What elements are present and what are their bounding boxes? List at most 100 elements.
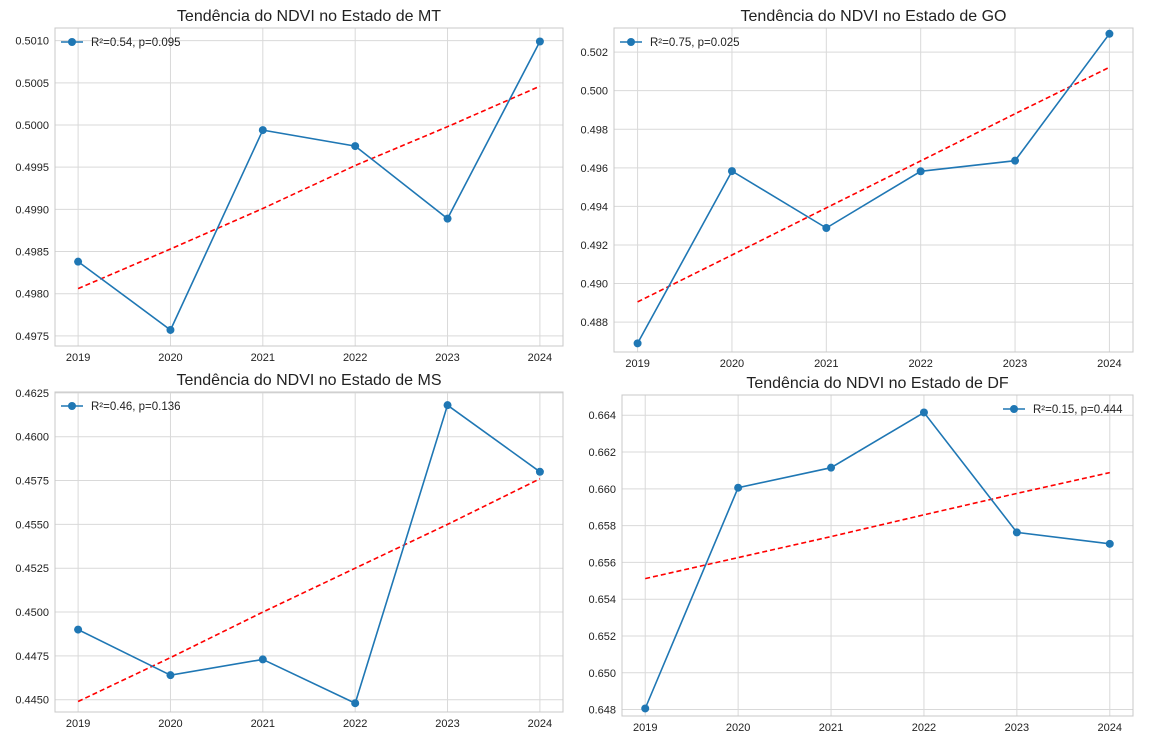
y-tick-label: 0.5005: [15, 78, 49, 90]
x-tick-label: 2023: [435, 718, 459, 730]
ndvi-line: [77, 41, 541, 332]
plot-frame: [621, 394, 1134, 717]
legend-label: R²=0.15, p=0.444: [1033, 404, 1123, 416]
y-tick-label: 0.490: [580, 279, 608, 291]
y-tick-label: 0.4975: [15, 331, 49, 343]
y-tick-label: 0.502: [580, 47, 608, 59]
y-tick-label: 0.494: [580, 201, 608, 213]
x-tick-label: 2020: [726, 722, 750, 734]
y-tick-label: 0.4995: [15, 162, 49, 174]
plot-frame: [613, 27, 1134, 353]
chart-title: Tendência do NDVI no Estado de MT: [177, 8, 441, 25]
data-point: [74, 257, 83, 266]
data-point: [919, 408, 928, 417]
x-tick-label: 2022: [343, 352, 367, 364]
y-tick-label: 0.4980: [15, 289, 49, 301]
data-point: [166, 325, 175, 334]
y-tick-label: 0.4525: [15, 563, 49, 575]
chart-panel-1: Tendência do NDVI no Estado de MT 0.4975 0…: [15, 8, 564, 364]
y-tick-label: 0.654: [588, 594, 616, 606]
y-tick-label: 0.4550: [15, 519, 49, 531]
y-tick-label: 0.4985: [15, 247, 49, 259]
legend-marker: [68, 38, 76, 46]
chart-title: Tendência do NDVI no Estado de DF: [746, 375, 1009, 392]
ndvi-line: [77, 403, 541, 705]
trend-line: [77, 85, 541, 290]
data-point: [916, 167, 925, 176]
x-tick-label: 2021: [819, 722, 843, 734]
x-tick-label: 2023: [1003, 358, 1027, 370]
data-point: [166, 671, 175, 680]
chart-title: Tendência do NDVI no Estado de GO: [741, 8, 1007, 25]
y-tick-label: 0.5010: [15, 36, 49, 48]
x-tick-label: 2022: [912, 722, 936, 734]
y-tick-label: 0.500: [580, 86, 608, 98]
x-tick-label: 2024: [528, 718, 552, 730]
y-tick-label: 0.652: [588, 631, 616, 643]
y-tick-label: 0.496: [580, 163, 608, 175]
data-point: [1105, 539, 1114, 548]
chart-panel-2: Tendência do NDVI no Estado de GO 0.488 0.…: [580, 8, 1134, 370]
y-tick-label: 0.498: [580, 124, 608, 136]
y-tick-label: 0.492: [580, 240, 608, 252]
y-tick-label: 0.660: [588, 484, 616, 496]
data-point: [641, 704, 650, 713]
x-tick-label: 2021: [814, 358, 838, 370]
trend-line: [637, 66, 1110, 303]
y-tick-label: 0.650: [588, 668, 616, 680]
y-tick-label: 0.488: [580, 317, 608, 329]
chart-panel-4: Tendência do NDVI no Estado de DF 0.648 0.…: [588, 375, 1134, 734]
data-point: [535, 37, 544, 46]
legend-marker: [627, 38, 635, 46]
x-tick-label: 2019: [633, 722, 657, 734]
y-tick-label: 0.4625: [15, 388, 49, 400]
data-point: [1011, 156, 1020, 165]
x-tick-label: 2024: [1097, 358, 1121, 370]
y-tick-label: 0.4450: [15, 695, 49, 707]
data-point: [443, 401, 452, 410]
data-point: [443, 214, 452, 223]
data-point: [734, 483, 743, 492]
y-tick-label: 0.4500: [15, 607, 49, 619]
y-tick-label: 0.4575: [15, 476, 49, 488]
data-point: [351, 142, 360, 151]
legend-marker: [1010, 405, 1018, 413]
y-tick-label: 0.664: [588, 410, 616, 422]
data-point: [351, 699, 360, 708]
data-point: [1105, 29, 1114, 38]
legend-marker: [68, 402, 76, 410]
ndvi-line: [636, 33, 1111, 344]
data-point: [258, 126, 267, 135]
data-point: [258, 655, 267, 664]
plot-frame: [54, 27, 564, 347]
x-tick-label: 2021: [251, 352, 275, 364]
x-tick-label: 2024: [1098, 722, 1122, 734]
x-tick-label: 2024: [528, 352, 552, 364]
legend-label: R²=0.75, p=0.025: [650, 37, 740, 49]
ndvi-line: [644, 411, 1110, 709]
x-tick-label: 2022: [908, 358, 932, 370]
x-tick-label: 2019: [66, 352, 90, 364]
y-tick-label: 0.662: [588, 447, 616, 459]
chart-panel-3: Tendência do NDVI no Estado de MS 0.4450 0…: [15, 372, 564, 730]
x-tick-label: 2019: [625, 358, 649, 370]
x-tick-label: 2023: [435, 352, 459, 364]
x-tick-label: 2020: [720, 358, 744, 370]
plot-frame: [54, 391, 564, 713]
data-point: [535, 467, 544, 476]
x-tick-label: 2021: [251, 718, 275, 730]
data-point: [74, 625, 83, 634]
x-tick-label: 2020: [158, 352, 182, 364]
y-tick-label: 0.658: [588, 521, 616, 533]
chart-title: Tendência do NDVI no Estado de MS: [176, 372, 441, 389]
x-tick-label: 2019: [66, 718, 90, 730]
x-tick-label: 2022: [343, 718, 367, 730]
legend-label: R²=0.46, p=0.136: [91, 401, 181, 413]
data-point: [727, 167, 736, 176]
y-tick-label: 0.4600: [15, 432, 49, 444]
y-tick-label: 0.4475: [15, 651, 49, 663]
data-point: [827, 463, 836, 472]
x-tick-label: 2020: [158, 718, 182, 730]
x-tick-label: 2023: [1005, 722, 1029, 734]
